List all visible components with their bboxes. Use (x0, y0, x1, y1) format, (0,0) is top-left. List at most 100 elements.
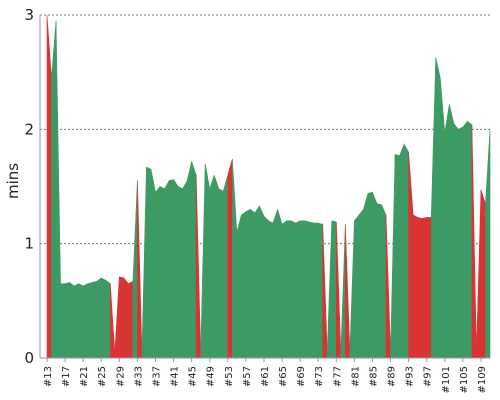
duration-segment-build-102 (444, 104, 450, 359)
x-tick-label: #33 (133, 366, 144, 387)
duration-segment-build-63 (268, 220, 274, 359)
x-tick-label: #105 (459, 366, 470, 393)
duration-segment-build-64 (272, 209, 278, 359)
duration-segment-build-29 (114, 276, 120, 359)
x-tick-label: #73 (314, 366, 325, 387)
y-tick-labels: 0 1 2 3 (24, 6, 34, 367)
duration-segment-build-28 (109, 283, 116, 359)
x-tick-label: #17 (61, 366, 72, 387)
duration-segment-build-97 (421, 216, 428, 359)
y-tick-label: 3 (24, 6, 34, 24)
duration-segment-build-65 (277, 209, 283, 359)
duration-segment-build-104 (453, 122, 459, 359)
x-tick-label: #93 (405, 366, 416, 387)
duration-segment-build-106 (462, 120, 468, 359)
x-tick-label: #97 (423, 366, 434, 387)
duration-segment-build-80 (345, 224, 351, 359)
duration-segment-build-55 (232, 159, 238, 359)
duration-segment-build-67 (286, 220, 292, 359)
duration-segment-build-46 (191, 161, 197, 359)
duration-segment-build-77 (331, 220, 337, 359)
duration-segment-build-16 (55, 20, 61, 359)
x-tick-label: #53 (224, 366, 235, 387)
duration-segment-build-32 (128, 280, 134, 359)
duration-area (46, 14, 491, 359)
duration-segment-build-109 (476, 189, 482, 359)
y-axis-label: mins (4, 163, 22, 199)
duration-segment-build-41 (168, 179, 174, 359)
duration-segment-build-31 (123, 277, 129, 359)
y-tick-label: 1 (24, 235, 34, 253)
x-tick-label: #109 (477, 366, 488, 393)
x-tick-label: #25 (97, 366, 108, 387)
duration-segment-build-90 (390, 154, 396, 359)
duration-segment-build-61 (259, 205, 265, 359)
duration-segment-build-33 (132, 180, 138, 359)
duration-segment-build-38 (155, 185, 161, 359)
duration-segment-build-56 (236, 215, 242, 359)
duration-segment-build-78 (336, 221, 342, 359)
x-tick-labels: #13 #17 #21 #25 #29 #33 #37 #41 #45 #49 #53 #57 #61 #… (43, 358, 488, 393)
duration-segment-build-18 (64, 282, 70, 359)
duration-segment-build-14 (46, 14, 52, 359)
duration-segment-build-101 (439, 77, 446, 359)
duration-segment-build-35 (141, 167, 147, 359)
duration-segment-build-75 (322, 224, 328, 359)
duration-segment-build-59 (250, 208, 256, 359)
x-tick-label: #45 (188, 366, 199, 387)
duration-segment-build-95 (412, 214, 418, 359)
duration-segment-build-111 (485, 129, 491, 359)
duration-segment-build-108 (471, 124, 477, 359)
duration-segment-build-27 (105, 279, 111, 359)
duration-segment-build-54 (227, 158, 233, 359)
duration-segment-build-17 (60, 283, 66, 359)
duration-segment-build-19 (69, 281, 75, 359)
x-tick-label: #29 (115, 366, 126, 387)
duration-segment-build-39 (159, 186, 165, 359)
duration-segment-build-89 (385, 215, 391, 359)
duration-segment-build-40 (164, 179, 170, 359)
duration-segment-build-103 (449, 104, 455, 359)
duration-segment-build-60 (254, 204, 260, 359)
x-tick-label: #101 (441, 366, 452, 393)
duration-segment-build-21 (78, 283, 84, 359)
duration-segment-build-24 (91, 281, 98, 359)
duration-segment-build-20 (73, 283, 79, 359)
duration-segment-build-34 (137, 180, 143, 359)
x-tick-label: #81 (350, 366, 361, 387)
duration-segment-build-74 (317, 222, 324, 359)
duration-segment-build-85 (367, 191, 373, 359)
x-tick-label: #89 (387, 366, 398, 387)
duration-segment-build-82 (354, 214, 360, 359)
duration-segment-build-37 (150, 169, 156, 359)
duration-segment-build-87 (376, 203, 382, 359)
x-tick-label: #77 (332, 366, 343, 387)
duration-segment-build-26 (100, 277, 107, 359)
x-tick-label: #13 (43, 366, 54, 387)
axes (39, 15, 490, 359)
duration-segment-build-45 (186, 161, 192, 359)
y-tick-label: 0 (24, 349, 34, 367)
x-tick-label: #37 (151, 366, 162, 387)
x-tick-label: #21 (79, 366, 90, 387)
duration-segment-build-50 (209, 174, 215, 359)
duration-segment-build-36 (146, 166, 152, 359)
duration-segment-build-43 (177, 186, 183, 359)
duration-segment-build-100 (435, 57, 441, 359)
x-tick-label: #85 (368, 366, 379, 387)
duration-segment-build-91 (394, 154, 400, 359)
x-tick-label: #57 (242, 366, 253, 387)
duration-segment-build-107 (467, 120, 473, 359)
duration-segment-build-22 (82, 283, 88, 359)
x-tick-label: #41 (170, 366, 181, 387)
x-tick-label: #49 (206, 366, 217, 387)
duration-segment-build-92 (399, 144, 405, 359)
duration-segment-build-57 (241, 211, 247, 359)
duration-segment-build-69 (295, 220, 301, 359)
duration-segment-build-71 (304, 220, 310, 359)
duration-segment-build-51 (213, 174, 220, 359)
duration-segment-build-30 (119, 276, 125, 359)
duration-segment-build-94 (408, 152, 414, 359)
duration-segment-build-66 (281, 220, 287, 359)
